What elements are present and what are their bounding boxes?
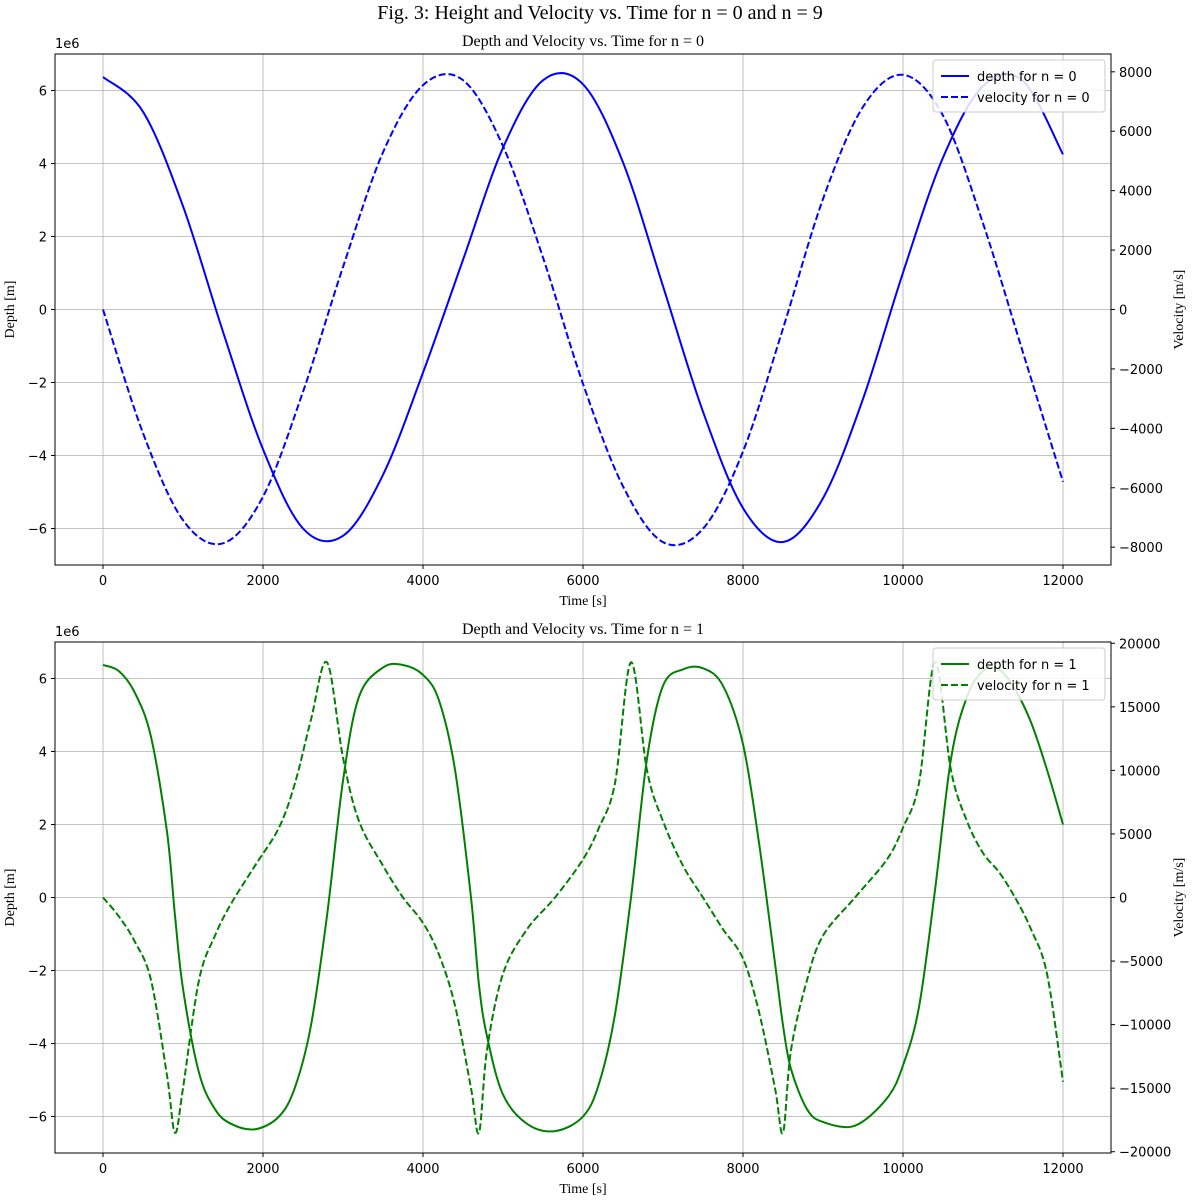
- x-tick-label: 10000: [882, 1162, 923, 1177]
- legend-box: [932, 59, 1106, 113]
- y2-tick-label: 0: [1119, 304, 1127, 319]
- y-axis-label: Depth [m]: [3, 869, 18, 927]
- y2-tick-label: 6000: [1119, 125, 1152, 140]
- y2-tick-label: 2000: [1119, 244, 1152, 259]
- x-tick-label: 12000: [1042, 1162, 1083, 1177]
- y2-tick-label: 0: [1119, 892, 1127, 907]
- y-tick-label: 4: [39, 158, 47, 173]
- y2-axis-label: Velocity [m/s]: [1172, 270, 1187, 350]
- y-tick-label: 0: [39, 304, 47, 319]
- subplot-title: Depth and Velocity vs. Time for n = 0: [462, 33, 704, 50]
- velocity-series-line: [102, 73, 1064, 547]
- y-tick-label: −4: [28, 1038, 47, 1053]
- x-tick-label: 6000: [566, 1162, 599, 1177]
- legend-label: depth for n = 1: [977, 658, 1077, 673]
- x-tick-label: 4000: [406, 1162, 439, 1177]
- x-tick-label: 6000: [566, 574, 599, 589]
- legend-label: depth for n = 0: [977, 70, 1077, 85]
- y2-tick-label: −6000: [1119, 482, 1163, 497]
- y2-tick-label: 10000: [1119, 764, 1160, 779]
- legend: depth for n = 0 velocity for n = 0: [932, 59, 1106, 113]
- legend-label: velocity for n = 0: [977, 91, 1090, 106]
- y-tick-label: 6: [39, 85, 47, 100]
- x-tick-label: 0: [99, 574, 107, 589]
- y-tick-label: −2: [28, 377, 47, 392]
- y-tick-label: 0: [39, 892, 47, 907]
- y2-tick-label: −2000: [1119, 363, 1163, 378]
- x-axis-label: Time [s]: [559, 1182, 606, 1197]
- x-tick-label: 8000: [726, 574, 759, 589]
- y2-tick-label: 4000: [1119, 185, 1152, 200]
- depth-series-line: [102, 72, 1064, 544]
- subplot-depth-velocity-n1: 0 2000 4000 6000 8000 10000 12000 −6 −4 −2 0 2 4 6 −20…: [3, 621, 1187, 1197]
- y2-tick-label: −15000: [1119, 1082, 1171, 1097]
- y-tick-label: −2: [28, 965, 47, 980]
- y2-axis-label: Velocity [m/s]: [1172, 858, 1187, 938]
- y-axis-label: Depth [m]: [3, 281, 18, 339]
- velocity-series-line: [102, 660, 1064, 1135]
- x-axis-label: Time [s]: [559, 594, 606, 609]
- legend-label: velocity for n = 1: [977, 679, 1090, 694]
- y-tick-label: −4: [28, 450, 47, 465]
- y2-tick-label: 5000: [1119, 828, 1152, 843]
- y2-tick-label: 20000: [1119, 637, 1160, 652]
- x-tick-label: 8000: [726, 1162, 759, 1177]
- x-tick-label: 12000: [1042, 574, 1083, 589]
- y2-tick-label: 8000: [1119, 66, 1152, 81]
- y2-tick-label: 15000: [1119, 701, 1160, 716]
- y-tick-label: 2: [39, 819, 47, 834]
- y2-tick-label: −20000: [1119, 1146, 1171, 1161]
- y-tick-label: −6: [28, 1111, 47, 1126]
- x-tick-label: 2000: [246, 1162, 279, 1177]
- x-tick-label: 4000: [406, 574, 439, 589]
- figure-suptitle: Fig. 3: Height and Velocity vs. Time for…: [377, 2, 823, 24]
- y-offset-text: 1e6: [55, 37, 80, 52]
- y-tick-label: −6: [28, 523, 47, 538]
- x-tick-label: 10000: [882, 574, 923, 589]
- y-tick-label: 2: [39, 231, 47, 246]
- y-tick-label: 4: [39, 746, 47, 761]
- depth-series-line: [102, 662, 1064, 1133]
- y-offset-text: 1e6: [55, 625, 80, 640]
- subplot-title: Depth and Velocity vs. Time for n = 1: [462, 621, 704, 638]
- legend: depth for n = 1 velocity for n = 1: [932, 647, 1106, 701]
- y2-tick-label: −8000: [1119, 541, 1163, 556]
- x-tick-label: 0: [99, 1162, 107, 1177]
- subplot-depth-velocity-n0: 0 2000 4000 6000 8000 10000 12000 −6 −4 −2 0 2 4 6 −80…: [3, 33, 1187, 609]
- y2-tick-label: −10000: [1119, 1019, 1171, 1034]
- y-tick-label: 6: [39, 673, 47, 688]
- legend-box: [932, 647, 1106, 701]
- y2-tick-label: −4000: [1119, 422, 1163, 437]
- y2-tick-label: −5000: [1119, 955, 1163, 970]
- x-tick-label: 2000: [246, 574, 279, 589]
